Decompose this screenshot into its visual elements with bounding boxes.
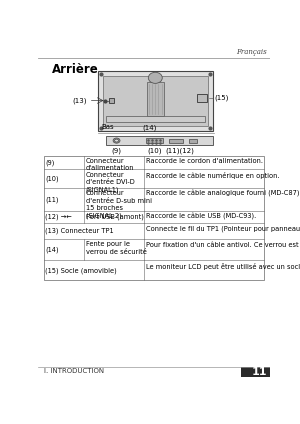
- Text: Français: Français: [236, 47, 267, 56]
- Text: Raccorde le câble numérique en option.: Raccorde le câble numérique en option.: [146, 172, 280, 179]
- Bar: [189, 139, 197, 142]
- Text: Connecteur
d'alimentation: Connecteur d'alimentation: [85, 158, 134, 171]
- Bar: [169, 139, 183, 143]
- Ellipse shape: [115, 139, 119, 142]
- Text: Le moniteur LCD peut être utilisé avec un socle en option après dépose du socle : Le moniteur LCD peut être utilisé avec u…: [146, 262, 300, 270]
- Text: Arrière: Arrière: [52, 63, 98, 76]
- Bar: [109, 98, 114, 103]
- Bar: [98, 71, 213, 131]
- Bar: [106, 116, 205, 122]
- Text: (13) Connecteur TP1: (13) Connecteur TP1: [45, 228, 114, 234]
- Text: Raccorde le cordon d'alimentation.: Raccorde le cordon d'alimentation.: [146, 158, 263, 164]
- Text: (15): (15): [214, 95, 228, 101]
- Text: Connecteur
d'entrée DVI-D
(SIGNAL1): Connecteur d'entrée DVI-D (SIGNAL1): [85, 172, 134, 193]
- Text: 11: 11: [251, 367, 267, 377]
- Text: (13): (13): [73, 97, 87, 104]
- Text: (15) Socle (amovible): (15) Socle (amovible): [45, 267, 117, 273]
- Ellipse shape: [148, 72, 162, 84]
- Bar: [197, 94, 207, 102]
- Text: (10): (10): [45, 176, 59, 182]
- Bar: [146, 138, 163, 143]
- Text: Connecteur
d'entrée D-sub mini
15 broches
(SIGNAL 2): Connecteur d'entrée D-sub mini 15 broche…: [85, 190, 152, 219]
- Text: (11)(12): (11)(12): [166, 148, 194, 154]
- Text: Connecte le fil du TP1 (Pointeur pour panneau tactile en option).: Connecte le fil du TP1 (Pointeur pour pa…: [146, 226, 300, 232]
- Text: Bas: Bas: [101, 124, 114, 130]
- Text: Raccorde le câble USB (MD-C93).: Raccorde le câble USB (MD-C93).: [146, 213, 256, 220]
- Text: Fente pour le
verrou de sécurité: Fente pour le verrou de sécurité: [85, 241, 146, 254]
- Bar: [103, 75, 208, 126]
- Bar: [241, 367, 270, 377]
- Text: (12) →←: (12) →←: [45, 214, 72, 220]
- Text: (10): (10): [147, 148, 162, 154]
- Text: (11): (11): [45, 196, 59, 203]
- Bar: [147, 82, 164, 116]
- Text: Raccorde le câble analogique fourni (MD-C87).: Raccorde le câble analogique fourni (MD-…: [146, 190, 300, 197]
- Text: (14): (14): [45, 246, 59, 253]
- Text: Port USB (amont): Port USB (amont): [85, 213, 143, 220]
- Text: Pour fixation d'un câble antivol. Ce verrou est compatible avec le système de sé: Pour fixation d'un câble antivol. Ce ver…: [146, 241, 300, 248]
- Text: (9): (9): [112, 148, 122, 154]
- Ellipse shape: [113, 138, 120, 143]
- Text: I. INTRODUCTION: I. INTRODUCTION: [44, 368, 104, 374]
- Bar: [106, 137, 213, 145]
- Text: (14): (14): [142, 125, 156, 131]
- Bar: [44, 156, 264, 280]
- Text: (9): (9): [45, 159, 55, 166]
